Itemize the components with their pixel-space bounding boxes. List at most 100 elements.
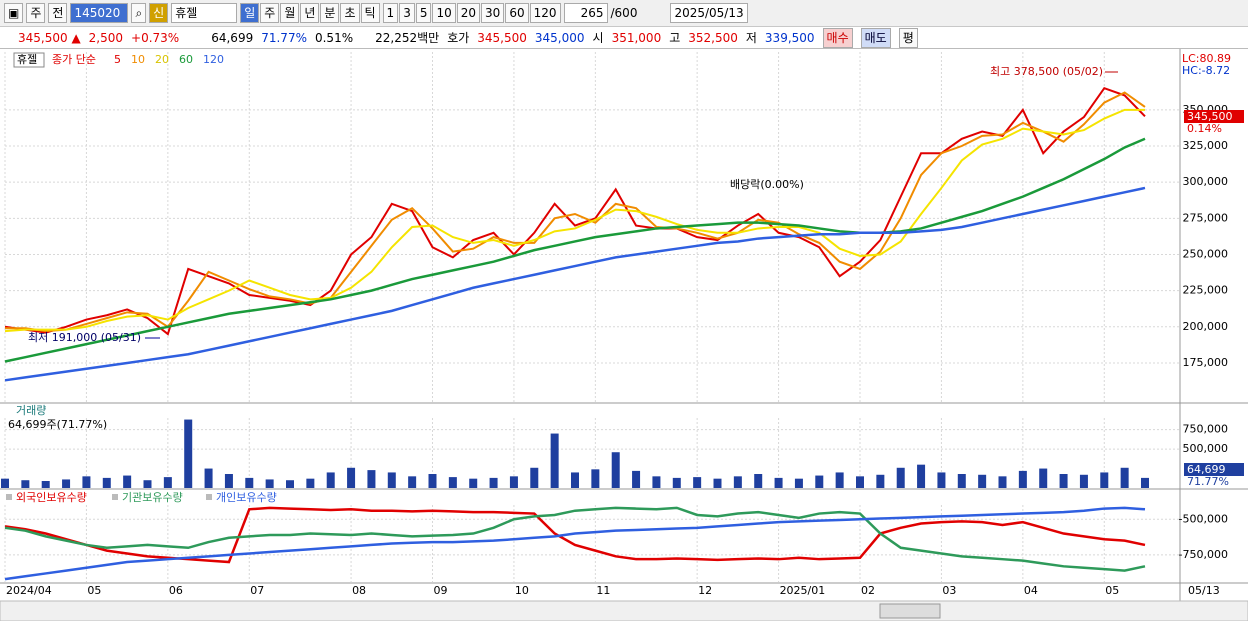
high: 352,500	[688, 30, 738, 45]
legend-swatch	[6, 494, 12, 500]
interval-button[interactable]: 1	[382, 3, 399, 23]
x-tick-label: 2024/04	[6, 584, 52, 597]
stock-name: 휴젤	[17, 53, 37, 66]
count[interactable]: 265	[563, 3, 608, 23]
period-button[interactable]: 틱	[360, 3, 380, 23]
x-end-label: 05/13	[1188, 584, 1220, 597]
scrollbar[interactable]	[0, 600, 1248, 621]
y-tick-label: 250,000	[1183, 247, 1229, 260]
date[interactable]: 2025/05/13	[670, 3, 748, 23]
bar	[1018, 470, 1027, 488]
buy-button[interactable]: 매수	[822, 27, 853, 48]
legend-swatch	[112, 494, 118, 500]
y-tick-label: 225,000	[1183, 284, 1229, 297]
series-line	[5, 91, 1146, 333]
volume-box-label: 64,699	[1187, 463, 1226, 476]
volume-subtitle: 64,699주(71.77%)	[8, 418, 107, 431]
stock-name: 휴젤	[171, 3, 238, 23]
bar	[1079, 474, 1088, 488]
bar	[123, 475, 132, 488]
avg-button[interactable]: 평	[898, 27, 918, 48]
legend-entry: 기관보유수량	[122, 491, 183, 504]
bar	[367, 470, 376, 488]
new-badge: 신	[149, 3, 169, 23]
interval-button[interactable]: 120	[529, 3, 561, 23]
bar	[224, 474, 233, 488]
x-tick-label: 10	[515, 584, 529, 597]
bar	[469, 478, 478, 488]
y-tick-label: 300,000	[1183, 175, 1229, 188]
x-tick-label: 12	[698, 584, 712, 597]
sell-button[interactable]: 매도	[860, 27, 891, 48]
y-tick-label: 500,000	[1183, 442, 1229, 455]
bar	[998, 476, 1007, 488]
prev[interactable]: 전	[48, 3, 68, 23]
open: 351,000	[611, 30, 662, 45]
x-tick-label: 07	[250, 584, 264, 597]
series-line	[4, 506, 1146, 581]
info-bar: 345,500 ▲ 2,500 +0.73% 64,699 71.77% 0.5…	[0, 27, 1248, 49]
period-button[interactable]: 주	[260, 3, 280, 23]
interval-button[interactable]: 30	[481, 3, 505, 23]
period-button[interactable]: 월	[280, 3, 300, 23]
y-tick-label: -750,000	[1179, 548, 1228, 561]
y-tick-label: -500,000	[1179, 512, 1228, 525]
series-line	[4, 137, 1146, 363]
dividend-note: 배당락(0.00%)	[730, 178, 804, 191]
bar	[509, 476, 518, 488]
lc: LC:80.89	[1182, 52, 1231, 65]
period-button[interactable]: 년	[300, 3, 320, 23]
legend-entry: 20	[155, 53, 169, 66]
price-box	[1184, 110, 1244, 123]
series-line	[4, 506, 1146, 564]
period-type[interactable]: 주	[26, 3, 46, 23]
series-line	[4, 86, 1146, 336]
code-input[interactable]: 145020	[70, 3, 129, 23]
bar	[733, 476, 742, 488]
interval-button[interactable]: 5	[415, 3, 432, 23]
bar	[815, 475, 824, 488]
bar	[1100, 472, 1109, 488]
stock-box	[13, 52, 45, 68]
low-note: 최저 191,000 (05/31)	[28, 331, 141, 344]
menu-icon[interactable]: ▣	[4, 3, 24, 23]
bar	[163, 477, 172, 488]
bar	[62, 479, 71, 488]
bar	[978, 474, 987, 488]
series-line	[4, 108, 1145, 333]
interval-button[interactable]: 10	[432, 3, 456, 23]
price: 345,500 ▲	[18, 30, 81, 45]
period-button[interactable]: 일	[240, 3, 260, 23]
bar	[41, 481, 50, 488]
legend-entry: 120	[203, 53, 224, 66]
bar	[754, 474, 763, 488]
bar	[184, 419, 193, 488]
search[interactable]: ⌕	[131, 3, 147, 23]
period-button[interactable]: 분	[320, 3, 340, 23]
ask: 345,500	[477, 30, 527, 45]
high-label: 고	[669, 31, 681, 45]
legend-entry: 5	[114, 53, 121, 66]
change: 2,500	[88, 30, 124, 45]
bar	[82, 476, 91, 488]
interval-button[interactable]: 20	[456, 3, 481, 23]
bid: 345,000	[534, 30, 585, 45]
bar	[835, 472, 844, 488]
volume-pct: 71.77%	[1187, 475, 1229, 488]
x-tick-label: 05	[87, 584, 101, 597]
period-button[interactable]: 초	[340, 3, 360, 23]
series-line	[4, 186, 1146, 382]
bar	[937, 472, 946, 488]
bar	[143, 480, 152, 488]
x-tick-label: 02	[861, 584, 875, 597]
interval-button[interactable]: 60	[505, 3, 529, 23]
bar	[1141, 477, 1149, 488]
low-label: 저	[745, 31, 757, 45]
interval-button[interactable]: 3	[399, 3, 415, 23]
scroll-buttons[interactable]	[879, 603, 941, 619]
y-tick-label: 200,000	[1183, 320, 1229, 333]
bar	[428, 474, 437, 488]
bar	[876, 474, 885, 488]
bar	[387, 472, 396, 488]
